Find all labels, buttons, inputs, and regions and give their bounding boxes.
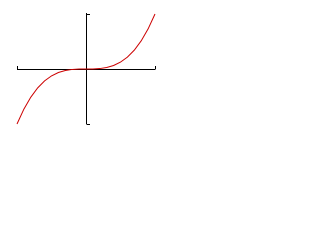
curve	[16, 13, 156, 125]
chart	[16, 13, 156, 125]
page: {"chart_data": {"type": "line", "x": [-1…	[0, 0, 172, 139]
